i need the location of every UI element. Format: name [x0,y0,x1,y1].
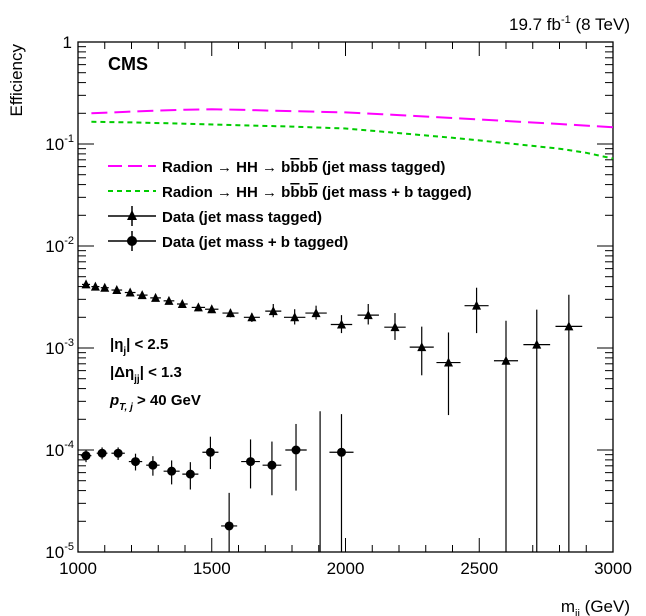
data-point-circle [167,466,177,476]
lumi-label: 19.7 fb-1 (8 TeV) [509,14,630,34]
data-point-triangle [290,312,300,322]
data-point-triangle [336,319,346,329]
data-point-circle [113,448,123,458]
legend-entry-data-b: Data (jet mass + b tagged) [108,231,348,251]
series-curve-1 [91,120,614,160]
circle-marker-icon [127,236,137,246]
data-point-triangle [501,355,511,365]
data-point-triangle [137,290,147,300]
data-point-triangle [225,308,235,318]
data-point-triangle [363,310,373,320]
y-tick-label: 10-1 [45,133,74,154]
data-point-circle [336,447,346,457]
y-tick-label: 10-4 [45,439,74,460]
legend-label-radion-b: Radion → HH → bbbb (jet mass + b tagged) [162,184,472,201]
data-point-triangle [417,342,427,352]
data-point-triangle [564,321,574,331]
y-tick-label: 10-2 [45,235,74,256]
data-point-circle [246,457,256,467]
legend-label-data-mass: Data (jet mass tagged) [162,209,322,226]
selection-cuts: |ηj| < 2.5 |Δηjj| < 1.3 pT, j > 40 GeV [109,336,201,413]
series-curve-0 [91,108,614,129]
data-point-circle [185,469,195,479]
experiment-label: CMS [108,54,148,74]
data-point-triangle [100,282,110,292]
legend-label-radion-mass: Radion → HH → bbbb (jet mass tagged) [162,159,445,176]
data-point-triangle [177,299,187,309]
data-point-triangle [164,295,174,305]
legend-label-data-b: Data (jet mass + b tagged) [162,234,348,251]
data-point-circle [267,460,277,470]
data-point-circle [291,445,301,455]
cut-pt: pT, j > 40 GeV [109,392,201,413]
data-point-circle [148,460,158,470]
cut-delta-eta: |Δηjj| < 1.3 [110,364,182,385]
y-axis-label: Efficiency [7,44,26,117]
data-point-circle [97,448,107,458]
plot-area [80,108,614,552]
data-point-triangle [268,306,278,316]
plot-frame [77,41,614,553]
data-point-circle [205,447,215,457]
data-point-triangle [112,285,122,295]
data-point-triangle [443,357,453,367]
legend: Radion → HH → bbbb (jet mass tagged) Rad… [108,159,472,251]
data-point-triangle [532,339,542,349]
triangle-marker-icon [127,210,137,220]
data-point-triangle [81,279,91,289]
x-tick-label: 3000 [594,559,632,578]
y-tick-label: 10-3 [45,337,74,358]
y-tick-label: 1 [63,33,72,52]
data-point-circle [81,451,91,461]
legend-entry-radion-b: Radion → HH → bbbb (jet mass + b tagged) [108,184,472,201]
data-point-triangle [90,281,100,291]
legend-entry-data-mass: Data (jet mass tagged) [108,206,322,226]
data-point-triangle [193,302,203,312]
data-point-circle [224,521,234,531]
cut-eta: |ηj| < 2.5 [110,336,168,357]
x-tick-label: 1500 [193,559,231,578]
x-tick-label: 2000 [327,559,365,578]
data-point-triangle [390,322,400,332]
x-axis-label: mjj (GeV) [561,597,630,616]
data-point-triangle [207,304,217,314]
x-tick-label: 1000 [59,559,97,578]
data-point-triangle [125,287,135,297]
x-tick-label: 2500 [460,559,498,578]
data-point-triangle [311,308,321,318]
data-point-triangle [247,312,257,322]
legend-entry-radion-mass: Radion → HH → bbbb (jet mass tagged) [108,159,445,176]
y-tick-label: 10-5 [45,541,74,562]
axes: 1000 1500 2000 2500 3000 1 10-1 10-2 10-3 10-4 10-… [45,33,632,578]
data-point-triangle [472,300,482,310]
data-point-triangle [151,292,161,302]
data-point-circle [131,457,141,467]
